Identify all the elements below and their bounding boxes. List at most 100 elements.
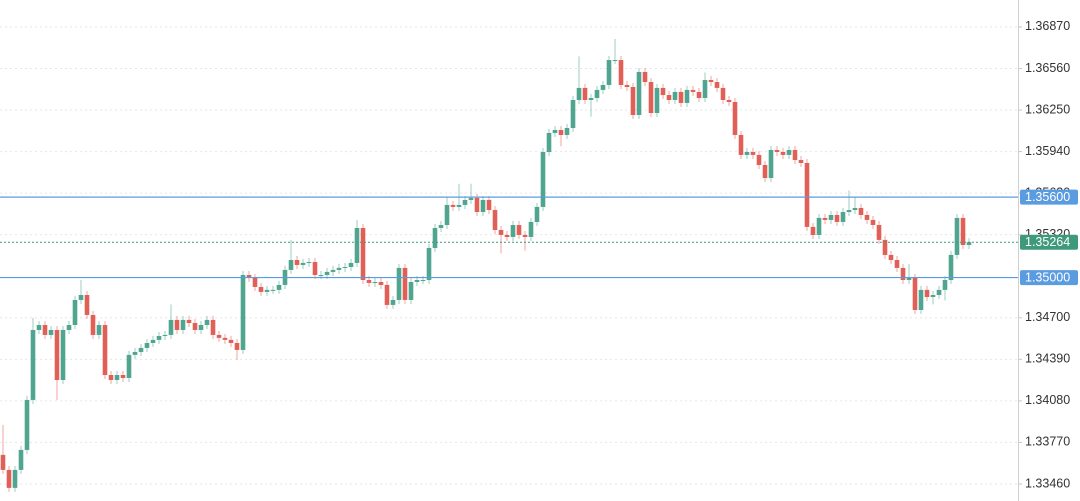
y-tick-label: 1.34390: [1025, 352, 1070, 366]
candle-body: [24, 399, 30, 450]
candle-body: [480, 199, 486, 213]
candle-body: [318, 275, 324, 277]
candle-body: [690, 89, 696, 92]
candle-body: [306, 262, 312, 264]
candle-body: [138, 347, 144, 352]
candle-body: [264, 289, 270, 292]
candle-body: [588, 97, 594, 100]
candle-body: [66, 325, 72, 330]
candle-body: [720, 87, 726, 100]
candle-body: [714, 82, 720, 88]
candle-body: [78, 294, 84, 300]
candle-body: [804, 162, 810, 227]
candle-body: [276, 284, 282, 290]
candle-body: [72, 299, 78, 326]
candle-body: [366, 279, 372, 283]
candle-body: [192, 323, 198, 330]
candle-body: [168, 319, 174, 335]
candle-body: [504, 234, 510, 237]
candle-body: [162, 334, 168, 337]
candle-body: [678, 91, 684, 103]
candle-body: [360, 227, 366, 280]
candle-body: [726, 99, 732, 102]
level-label: 1.35000: [1025, 270, 1070, 284]
candle-body: [300, 262, 306, 265]
candle-body: [462, 199, 468, 205]
candle-body: [810, 226, 816, 235]
candle-body: [396, 267, 402, 300]
candle-body: [12, 469, 18, 488]
candle-body: [636, 71, 642, 115]
candle-body: [828, 214, 834, 220]
candle-body: [534, 206, 540, 222]
candle-body: [528, 221, 534, 237]
candle-body: [96, 325, 102, 335]
candle-body: [336, 267, 342, 270]
candle-body: [450, 204, 456, 207]
candle-body: [384, 284, 390, 305]
candle-body: [174, 319, 180, 330]
candle-body: [180, 319, 186, 330]
candle-body: [18, 449, 24, 470]
candle-body: [222, 337, 228, 340]
y-tick-label: 1.36250: [1025, 102, 1070, 116]
candle-body: [744, 151, 750, 155]
candle-body: [594, 89, 600, 98]
candle-body: [948, 254, 954, 280]
candle-body: [198, 325, 204, 330]
candle-body: [342, 266, 348, 268]
candle-body: [240, 275, 246, 350]
level-tag: [1020, 270, 1078, 286]
candle-body: [684, 89, 690, 103]
candle-body: [912, 277, 918, 311]
candle-body: [150, 339, 156, 343]
candle-body: [348, 262, 354, 267]
candle-body: [270, 289, 276, 291]
candle-body: [372, 281, 378, 283]
candle-body: [498, 229, 504, 235]
candle-body: [906, 277, 912, 280]
candle-body: [330, 269, 336, 272]
candle-body: [390, 299, 396, 305]
candle-body: [204, 319, 210, 326]
candle-body: [354, 227, 360, 263]
candle-body: [0, 454, 6, 470]
candle-body: [732, 101, 738, 135]
candle-body: [36, 325, 42, 330]
candle-body: [624, 84, 630, 87]
candle-body: [942, 279, 948, 290]
candle-body: [42, 325, 48, 335]
candle-body: [738, 134, 744, 155]
candle-body: [696, 91, 702, 98]
y-tick-label: 1.33460: [1025, 476, 1070, 490]
candle-body: [792, 149, 798, 161]
candle-body: [870, 219, 876, 226]
candle-body: [570, 99, 576, 128]
candle-body: [894, 260, 900, 268]
candle-body: [186, 319, 192, 324]
candle-body: [426, 247, 432, 280]
level-label: 1.35600: [1025, 190, 1070, 204]
candle-body: [156, 336, 162, 340]
candle-body: [666, 95, 672, 100]
candle-body: [312, 262, 318, 276]
y-tick-label: 1.34700: [1025, 310, 1070, 324]
candle-body: [840, 212, 846, 222]
candle-body: [432, 227, 438, 248]
candle-body: [546, 132, 552, 152]
candle-body: [864, 214, 870, 220]
candle-body: [486, 199, 492, 211]
candle-body: [456, 204, 462, 207]
y-tick-label: 1.35940: [1025, 144, 1070, 158]
candle-body: [228, 339, 234, 343]
candle-body: [48, 329, 54, 335]
candle-body: [672, 91, 678, 100]
candle-body: [468, 197, 474, 200]
candle-body: [564, 127, 570, 135]
candle-body: [750, 151, 756, 155]
candle-body: [414, 279, 420, 282]
candle-body: [492, 210, 498, 230]
y-tick-label: 1.34080: [1025, 393, 1070, 407]
y-tick-label: 1.33770: [1025, 435, 1070, 449]
candle-body: [780, 151, 786, 155]
